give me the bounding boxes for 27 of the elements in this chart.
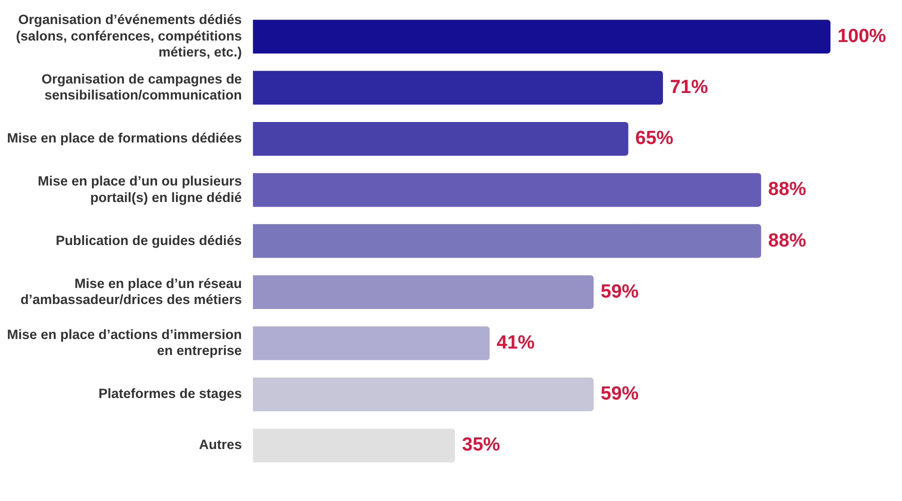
y-tick-label: Mise en place d’un réseau d’ambassadeur/drices des métiers bbox=[20, 276, 242, 307]
y-tick-label: Organisation de campagnes de sensibilisation/communication bbox=[42, 71, 242, 103]
y-tick-label: Plateformes de stages bbox=[98, 386, 242, 402]
data-label: 88% bbox=[768, 230, 806, 252]
bar bbox=[252, 173, 762, 207]
y-tick-label: Mise en place d’actions d’immersion en entreprise bbox=[7, 326, 242, 358]
y-tick-label: Mise en place d’un ou plusieurs portail(s) en ligne dédié bbox=[38, 174, 242, 205]
data-label: 35% bbox=[462, 434, 500, 456]
data-label: 59% bbox=[600, 384, 639, 405]
bar bbox=[252, 428, 455, 462]
bar bbox=[252, 70, 663, 105]
bar bbox=[252, 122, 628, 156]
data-label: 41% bbox=[496, 332, 535, 354]
data-label: 65% bbox=[635, 128, 674, 150]
data-label: 88% bbox=[768, 179, 806, 200]
y-tick-label: Autres bbox=[199, 437, 242, 452]
y-tick-label: Mise en place de formations dédiées bbox=[7, 130, 242, 146]
bar bbox=[252, 326, 490, 360]
bar bbox=[252, 20, 830, 54]
y-tick-label: Publication de guides dédiés bbox=[56, 232, 242, 248]
bar bbox=[252, 275, 594, 310]
data-label: 71% bbox=[670, 76, 708, 98]
bar bbox=[252, 377, 594, 412]
bar bbox=[252, 224, 762, 258]
data-label: 59% bbox=[600, 281, 639, 302]
data-label: 100% bbox=[837, 26, 886, 47]
y-tick-label: Organisation d’événements dédiés (salons, conférences, compétitions métiers, etc.) bbox=[16, 12, 242, 60]
